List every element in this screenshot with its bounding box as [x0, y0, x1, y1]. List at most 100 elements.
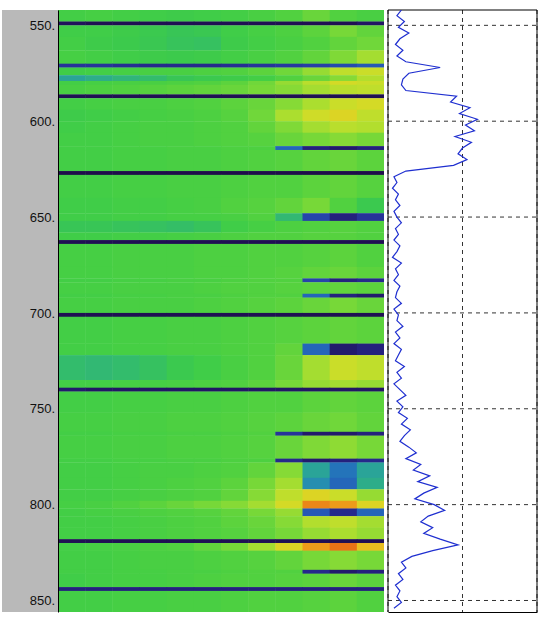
- heat-cell: [140, 508, 168, 516]
- heat-cell: [140, 75, 168, 81]
- heat-cell: [112, 462, 140, 478]
- heat-cell: [221, 240, 249, 244]
- heat-cell: [167, 282, 195, 294]
- heat-cell: [167, 10, 195, 22]
- heat-cell: [357, 278, 384, 282]
- heat-cell: [140, 501, 168, 509]
- heat-cell: [221, 198, 249, 214]
- heat-cell: [330, 171, 358, 175]
- heat-cell: [58, 508, 86, 516]
- heat-cell: [248, 64, 276, 68]
- heat-cell: [248, 50, 276, 64]
- heat-cell: [303, 313, 331, 317]
- heat-cell: [303, 570, 331, 574]
- heat-cell: [194, 146, 222, 150]
- heat-cell: [221, 392, 249, 413]
- heat-cell: [221, 37, 249, 51]
- heat-cell: [303, 37, 331, 51]
- heat-cell: [58, 388, 86, 392]
- heat-cell: [58, 22, 86, 26]
- heat-cell: [112, 278, 140, 282]
- heat-cell: [248, 587, 276, 591]
- heat-cell: [275, 25, 303, 37]
- heat-cell: [85, 432, 113, 436]
- panel-edge: [537, 10, 538, 612]
- heat-cell: [85, 459, 113, 463]
- heat-cell: [112, 75, 140, 81]
- heat-cell: [140, 462, 168, 478]
- heat-cell: [112, 198, 140, 214]
- heat-cell: [303, 462, 331, 478]
- heat-cell: [85, 22, 113, 26]
- heat-cell: [275, 267, 303, 279]
- heat-cell: [357, 150, 384, 171]
- heat-cell: [167, 432, 195, 436]
- heat-cell: [112, 110, 140, 122]
- heat-cell: [248, 539, 276, 543]
- heat-cell: [248, 282, 276, 294]
- heat-cell: [58, 240, 86, 244]
- heat-cell: [194, 232, 222, 240]
- heat-cell: [194, 508, 222, 516]
- heat-cell: [248, 213, 276, 221]
- heat-cell: [140, 432, 168, 436]
- heat-cell: [167, 508, 195, 516]
- heat-cell: [248, 516, 276, 528]
- heat-cell: [85, 501, 113, 509]
- heat-cell: [85, 85, 113, 95]
- heat-cell: [85, 294, 113, 298]
- heat-cell: [85, 344, 113, 356]
- heat-cell: [194, 462, 222, 478]
- heat-cell: [221, 133, 249, 147]
- heat-cell: [357, 50, 384, 64]
- heat-cell: [221, 121, 249, 133]
- heat-cell: [248, 413, 276, 432]
- heat-cell: [167, 37, 195, 51]
- heat-cell: [194, 75, 222, 81]
- heat-cell: [58, 516, 86, 528]
- tick-label: 850.: [30, 593, 55, 608]
- heat-cell: [248, 278, 276, 282]
- heat-cell: [167, 133, 195, 147]
- heat-cell: [303, 478, 331, 490]
- heat-cell: [194, 317, 222, 344]
- heat-cell: [357, 508, 384, 516]
- heat-cell: [248, 489, 276, 501]
- heat-cell: [357, 313, 384, 317]
- heat-cell: [167, 355, 195, 380]
- heat-cell: [167, 81, 195, 85]
- heat-cell: [330, 436, 358, 459]
- heat-cell: [330, 478, 358, 490]
- heat-cell: [58, 501, 86, 509]
- heat-cell: [140, 22, 168, 26]
- heat-cell: [303, 240, 331, 244]
- heat-cell: [58, 432, 86, 436]
- heat-cell: [167, 85, 195, 95]
- heat-cell: [303, 85, 331, 95]
- heat-cell: [140, 50, 168, 64]
- heat-cell: [275, 150, 303, 171]
- x-axis: [389, 612, 538, 614]
- heat-cell: [112, 244, 140, 267]
- heat-cell: [248, 133, 276, 147]
- heat-cell: [85, 68, 113, 76]
- heat-cell: [85, 317, 113, 344]
- heat-cell: [194, 213, 222, 221]
- heat-cell: [58, 539, 86, 543]
- heat-cell: [248, 171, 276, 175]
- heat-cell: [330, 175, 358, 198]
- heat-cell: [85, 37, 113, 51]
- heat-cell: [85, 543, 113, 551]
- heat-cell: [194, 380, 222, 388]
- heat-cell: [85, 413, 113, 432]
- heat-cell: [167, 501, 195, 509]
- heat-cell: [330, 574, 358, 588]
- heat-cell: [194, 94, 222, 98]
- heat-cell: [275, 298, 303, 314]
- heat-cell: [275, 551, 303, 570]
- heat-cell: [112, 344, 140, 356]
- heat-cell: [275, 75, 303, 81]
- heat-cell: [194, 121, 222, 133]
- heat-cell: [221, 539, 249, 543]
- heat-cell: [85, 50, 113, 64]
